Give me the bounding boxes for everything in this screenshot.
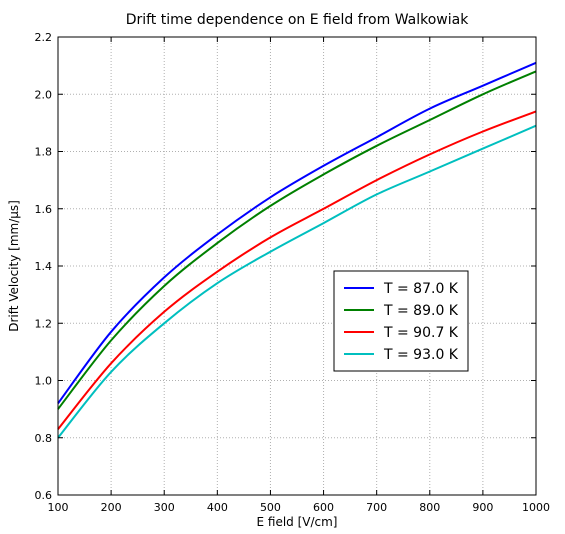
legend-label-4: T = 93.0 K xyxy=(383,347,459,363)
x-axis-title: E field [V/cm] xyxy=(256,515,337,529)
grid xyxy=(58,37,536,495)
series-group xyxy=(57,61,537,439)
x-tick-labels: 100 200 300 400 500 600 700 800 900 1000 xyxy=(48,501,551,514)
y-tick-label: 2.2 xyxy=(35,31,53,44)
ticks xyxy=(57,36,537,496)
legend-label-1: T = 87.0 K xyxy=(383,281,459,297)
legend-label-3: T = 90.7 K xyxy=(383,325,459,341)
series-line-4 xyxy=(57,124,537,439)
y-tick-label: 1.0 xyxy=(35,375,53,388)
x-tick-label: 700 xyxy=(366,501,387,514)
y-tick-labels: 0.6 0.8 1.0 1.2 1.4 1.6 1.8 2.0 2.2 xyxy=(35,31,53,502)
x-tick-label: 100 xyxy=(48,501,69,514)
x-tick-label: 400 xyxy=(207,501,228,514)
x-tick-label: 800 xyxy=(419,501,440,514)
y-axis-title: Drift Velocity [mm/μs] xyxy=(7,200,21,332)
x-tick-label: 300 xyxy=(154,501,175,514)
x-tick-label: 200 xyxy=(101,501,122,514)
y-tick-label: 2.0 xyxy=(35,88,53,101)
y-tick-label: 1.4 xyxy=(35,260,53,273)
y-tick-label: 1.2 xyxy=(35,317,53,330)
series-line-1 xyxy=(57,61,537,404)
x-tick-label: 900 xyxy=(472,501,493,514)
series-line-2 xyxy=(57,70,537,410)
y-tick-label: 0.6 xyxy=(35,489,53,502)
y-tick-label: 1.6 xyxy=(35,203,53,216)
legend-label-2: T = 89.0 K xyxy=(383,303,459,319)
x-tick-label: 1000 xyxy=(522,501,550,514)
plot-background xyxy=(58,37,536,495)
series-line-3 xyxy=(57,110,537,430)
legend: T = 87.0 K T = 89.0 K T = 90.7 K T = 93.0 K xyxy=(333,270,469,372)
x-tick-label: 500 xyxy=(260,501,281,514)
y-tick-label: 1.8 xyxy=(35,146,53,159)
x-tick-label: 600 xyxy=(313,501,334,514)
y-tick-label: 0.8 xyxy=(35,432,53,445)
chart-title: Drift time dependence on E field from Wa… xyxy=(126,12,470,28)
